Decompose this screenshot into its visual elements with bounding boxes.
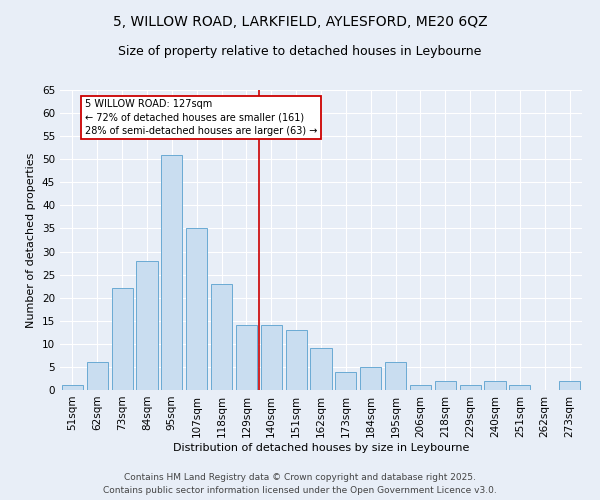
Bar — [310, 348, 332, 390]
Bar — [211, 284, 232, 390]
Bar — [360, 367, 381, 390]
Text: 5 WILLOW ROAD: 127sqm
← 72% of detached houses are smaller (161)
28% of semi-det: 5 WILLOW ROAD: 127sqm ← 72% of detached … — [85, 99, 317, 136]
Bar — [509, 386, 530, 390]
Bar — [261, 326, 282, 390]
Bar — [136, 261, 158, 390]
Bar — [460, 386, 481, 390]
Text: Contains HM Land Registry data © Crown copyright and database right 2025.
Contai: Contains HM Land Registry data © Crown c… — [103, 474, 497, 495]
Bar — [186, 228, 207, 390]
Bar — [112, 288, 133, 390]
Text: Size of property relative to detached houses in Leybourne: Size of property relative to detached ho… — [118, 45, 482, 58]
Bar — [410, 386, 431, 390]
Bar — [236, 326, 257, 390]
Y-axis label: Number of detached properties: Number of detached properties — [26, 152, 37, 328]
Bar — [87, 362, 108, 390]
Bar — [286, 330, 307, 390]
X-axis label: Distribution of detached houses by size in Leybourne: Distribution of detached houses by size … — [173, 442, 469, 452]
Bar — [559, 381, 580, 390]
Bar — [335, 372, 356, 390]
Bar — [385, 362, 406, 390]
Bar — [62, 386, 83, 390]
Bar — [484, 381, 506, 390]
Bar — [161, 154, 182, 390]
Text: 5, WILLOW ROAD, LARKFIELD, AYLESFORD, ME20 6QZ: 5, WILLOW ROAD, LARKFIELD, AYLESFORD, ME… — [113, 15, 487, 29]
Bar — [435, 381, 456, 390]
